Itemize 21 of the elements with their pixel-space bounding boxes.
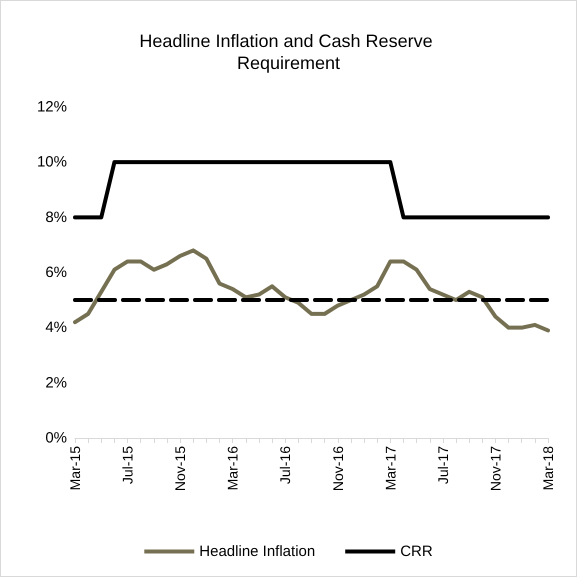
y-tick-label: 4%: [45, 319, 67, 336]
y-tick-label: 2%: [45, 374, 67, 392]
x-tick-label: Nov-15: [172, 446, 188, 492]
y-tick-label: 8%: [45, 208, 67, 226]
x-tick-label: Mar-16: [224, 446, 241, 490]
y-tick-label: 12%: [36, 98, 67, 116]
x-tick-label: Nov-17: [487, 446, 504, 492]
x-tick-label: Mar-15: [67, 446, 83, 490]
x-tick-label: Jul-15: [120, 446, 136, 484]
y-tick-label: 0%: [45, 430, 67, 446]
line-series: [73, 248, 550, 332]
x-tick-label: Nov-16: [330, 446, 346, 492]
legend-label: CRR: [400, 543, 433, 560]
x-tick-label: Jul-16: [277, 446, 294, 484]
chart-title: Headline Inflation and Cash Reserve Requirement: [139, 31, 438, 73]
x-tick-label: Jul-17: [434, 446, 451, 484]
legend-label: Headline Inflation: [199, 543, 316, 560]
y-tick-label: 10%: [36, 154, 67, 171]
x-tick-label: Mar-17: [382, 446, 398, 490]
x-tick-label: Mar-18: [540, 446, 556, 490]
y-tick-label: 6%: [45, 264, 67, 281]
